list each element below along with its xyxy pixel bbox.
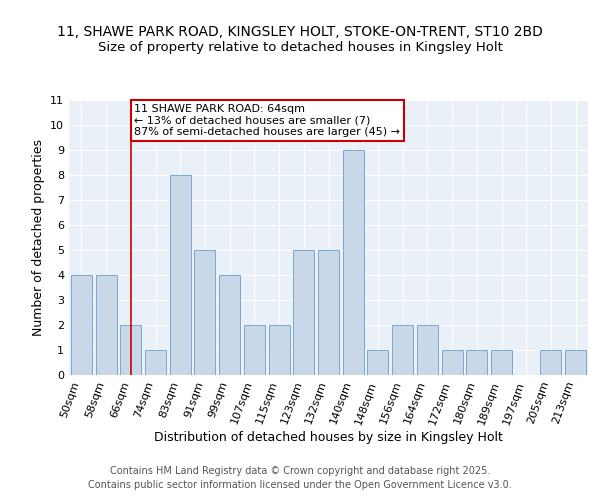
- Bar: [120, 325, 141, 375]
- Text: 11, SHAWE PARK ROAD, KINGSLEY HOLT, STOKE-ON-TRENT, ST10 2BD: 11, SHAWE PARK ROAD, KINGSLEY HOLT, STOK…: [57, 26, 543, 40]
- Bar: [95, 275, 116, 375]
- Text: 11 SHAWE PARK ROAD: 64sqm
← 13% of detached houses are smaller (7)
87% of semi-d: 11 SHAWE PARK ROAD: 64sqm ← 13% of detac…: [134, 104, 400, 137]
- Bar: [541, 350, 562, 375]
- Bar: [466, 350, 487, 375]
- X-axis label: Distribution of detached houses by size in Kingsley Holt: Distribution of detached houses by size …: [154, 431, 503, 444]
- Bar: [392, 325, 413, 375]
- Text: Contains HM Land Registry data © Crown copyright and database right 2025.
Contai: Contains HM Land Registry data © Crown c…: [88, 466, 512, 490]
- Text: Size of property relative to detached houses in Kingsley Holt: Size of property relative to detached ho…: [98, 41, 502, 54]
- Bar: [244, 325, 265, 375]
- Bar: [269, 325, 290, 375]
- Bar: [565, 350, 586, 375]
- Bar: [219, 275, 240, 375]
- Bar: [343, 150, 364, 375]
- Bar: [170, 175, 191, 375]
- Bar: [293, 250, 314, 375]
- Bar: [318, 250, 339, 375]
- Bar: [145, 350, 166, 375]
- Bar: [194, 250, 215, 375]
- Bar: [417, 325, 438, 375]
- Y-axis label: Number of detached properties: Number of detached properties: [32, 139, 44, 336]
- Bar: [367, 350, 388, 375]
- Bar: [491, 350, 512, 375]
- Bar: [71, 275, 92, 375]
- Bar: [442, 350, 463, 375]
